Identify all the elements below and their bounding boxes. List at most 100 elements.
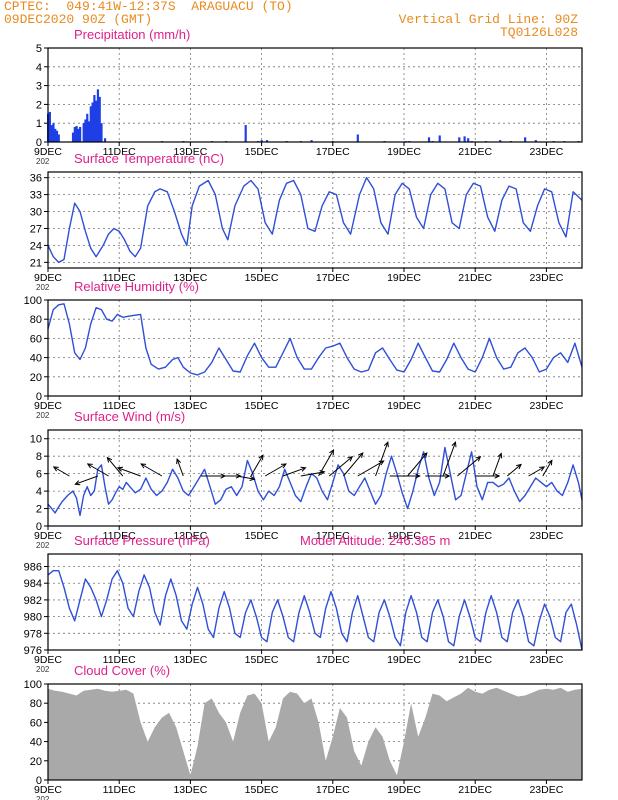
wind-arrow-head — [547, 459, 553, 466]
precip-bar — [48, 111, 51, 142]
panel-annotation: Model Altitude: 246.385 m — [300, 533, 450, 548]
precip-bar — [95, 100, 98, 142]
panel-title: Cloud Cover (%) — [74, 663, 170, 678]
wind-arrow-shaft — [442, 442, 456, 477]
precip-bar — [86, 113, 89, 142]
wind-arrow — [506, 463, 522, 477]
panel-temp: 21 24 27 30 33 36 9DEC 11DEC 13DEC 15DEC 17DEC 19DE… — [30, 151, 583, 292]
header-model-id: TQ0126L028 — [499, 25, 578, 40]
panel-frame — [47, 683, 583, 781]
y-tick-label: 986 — [24, 562, 42, 574]
wind-arrow-shaft — [87, 463, 109, 477]
rh-series-line — [47, 303, 583, 376]
x-tick-label: 9DEC — [34, 530, 62, 542]
y-tick-label: 976 — [24, 645, 42, 657]
wind-arrow-head — [140, 463, 147, 469]
x-tick-label: 13DEC — [173, 146, 207, 158]
precip-bar — [89, 106, 92, 142]
wind-arrow-head — [258, 454, 264, 461]
wind-arrow-shaft — [236, 475, 255, 480]
x-tick-label: 9DEC — [34, 146, 62, 158]
x-tick-label: 21DEC — [458, 784, 492, 796]
y-tick-label: 0 — [36, 391, 42, 403]
precip-bar — [54, 128, 57, 142]
precip-bar — [244, 125, 247, 142]
x-tick-label: 13DEC — [173, 654, 207, 666]
wind-arrow — [176, 458, 184, 477]
wind-arrow-head — [249, 475, 256, 481]
precip-bar — [427, 137, 431, 142]
precip-bar — [91, 102, 94, 142]
precip-bar — [499, 140, 502, 142]
wind-arrow — [475, 473, 501, 479]
cloud-area — [48, 687, 582, 780]
x-tick-label: 11DEC — [103, 530, 136, 542]
precip-bar — [77, 128, 80, 142]
precip-bar — [75, 126, 78, 142]
y-tick-label: 3 — [36, 81, 42, 93]
panel-title: Relative Humidity (%) — [74, 279, 199, 294]
wind-arrow-head — [300, 466, 307, 472]
x-tick-label: 13DEC — [173, 530, 207, 542]
precip-bar — [463, 136, 466, 142]
precip-bar — [50, 125, 53, 142]
y-tick-label: 27 — [30, 223, 42, 235]
x-tick-label: 9DEC — [34, 400, 62, 412]
wind-arrow-head — [516, 463, 522, 470]
y-tick-label: 4 — [36, 62, 42, 74]
wind-arrow-head — [116, 466, 124, 472]
wind-arrow-head — [74, 480, 81, 486]
panel-frame — [47, 299, 583, 397]
wind-arrow-shaft — [528, 466, 545, 477]
panel-wind: 0 2 4 6 8 10 9DEC 11DEC 13DEC 15DEC 17DEC 19DEC 21DE… — [30, 409, 583, 550]
wind-arrow-shaft — [264, 463, 287, 477]
wind-arrow — [52, 466, 70, 477]
x-tick-label: 17DEC — [316, 400, 350, 412]
y-tick-label: 20 — [30, 756, 42, 768]
y-tick-label: 10 — [30, 434, 42, 446]
x-year-label: 202 — [36, 541, 50, 550]
x-tick-label: 9DEC — [34, 784, 62, 796]
precip-bar — [356, 134, 359, 142]
wind-arrow — [457, 455, 482, 477]
wind-arrow-shaft — [282, 467, 306, 477]
wind-arrow-shaft — [407, 452, 428, 477]
wind-arrow-head — [357, 452, 364, 458]
x-tick-label: 19DEC — [387, 400, 421, 412]
x-tick-label: 23DEC — [529, 530, 563, 542]
panel-title: Precipitation (mm/h) — [74, 27, 190, 42]
wind-arrow-head — [415, 473, 421, 479]
panel-precip: 0 1 2 3 4 5 9DEC 11DEC 13DEC 15DEC 17DEC 19DEC 21DEC… — [34, 27, 583, 166]
x-tick-label: 15DEC — [245, 272, 279, 284]
precip-bar — [438, 135, 441, 142]
panel-title: Surface Wind (m/s) — [74, 409, 185, 424]
wind-arrow-head — [235, 473, 242, 479]
y-tick-label: 1 — [36, 118, 42, 130]
y-tick-label: 4 — [36, 486, 42, 498]
y-tick-label: 30 — [30, 207, 42, 219]
temp-series-line — [47, 176, 583, 264]
wind-arrow — [106, 456, 124, 477]
x-tick-label: 23DEC — [529, 400, 563, 412]
x-tick-label: 11DEC — [103, 654, 136, 666]
wind-arrow — [140, 463, 163, 477]
panel-pressure: 976 978 980 982 984 986 9DEC 11DEC 13DEC 15DEC 17D… — [24, 533, 583, 674]
y-tick-label: 5 — [36, 43, 42, 55]
y-tick-label: 984 — [24, 578, 42, 590]
wind-arrow-shaft — [343, 452, 364, 477]
y-tick-label: 100 — [24, 295, 42, 307]
wind-arrow-head — [497, 452, 503, 459]
x-tick-label: 21DEC — [458, 654, 492, 666]
panel-title: Surface Pressure (hPa) — [74, 533, 210, 548]
x-year-label: 202 — [36, 665, 50, 674]
x-tick-label: 15DEC — [245, 530, 279, 542]
x-tick-label: 17DEC — [316, 530, 350, 542]
x-tick-label: 17DEC — [316, 784, 350, 796]
panel-rh: 0 20 40 60 80 100 9DEC 11DEC 13DEC 15DEC 17DEC 19DE… — [24, 279, 583, 420]
wind-arrow-head — [539, 466, 546, 472]
pressure-series-line — [47, 570, 583, 651]
wind-arrow-shaft — [457, 456, 481, 477]
precip-bar — [310, 140, 313, 142]
precip-bar — [98, 96, 101, 142]
wind-arrow — [343, 452, 364, 477]
